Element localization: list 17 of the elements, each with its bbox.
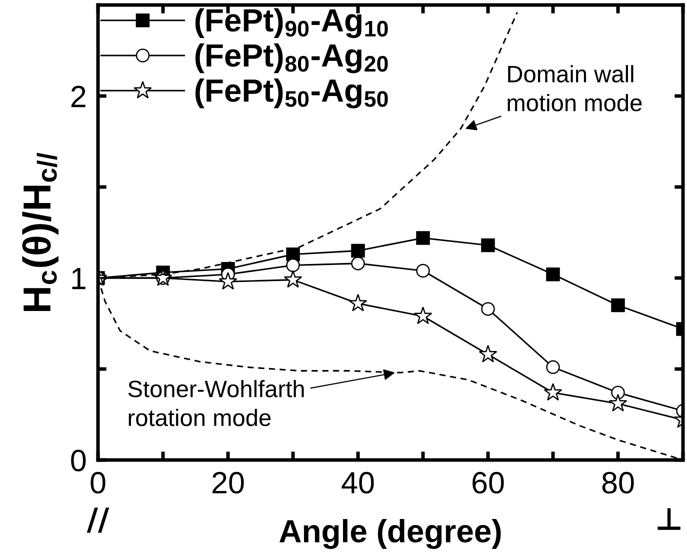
legend-label: (FePt)$_{50}$-Ag$_{50}$ xyxy=(195,78,388,108)
legend-label: (FePt)$_{80}$-Ag$_{20}$ xyxy=(195,43,388,74)
y-axis-title: H$_{c}$(θ)/H$_{c//}$ xyxy=(22,152,58,311)
y-tick-label: 1 xyxy=(72,268,86,290)
text: // xyxy=(86,508,110,533)
annotation: Domain wall motion mode xyxy=(508,65,642,112)
y-tick-label: 0 xyxy=(71,450,86,472)
y-tick-label: 2 xyxy=(71,86,86,108)
text: ⊥ xyxy=(658,508,680,530)
x-tick-label: 0 xyxy=(90,472,106,494)
x-axis-title: Angle (degree) xyxy=(279,519,501,549)
x-tick-label: 60 xyxy=(472,472,504,494)
x-tick-label: 20 xyxy=(212,472,244,494)
annotation: Stoner-Wohlfarth rotation mode xyxy=(128,380,304,426)
x-tick-label: 80 xyxy=(602,472,634,494)
x-tick-label: 40 xyxy=(342,472,374,494)
legend-label: (FePt)$_{90}$-Ag$_{10}$ xyxy=(195,8,388,38)
